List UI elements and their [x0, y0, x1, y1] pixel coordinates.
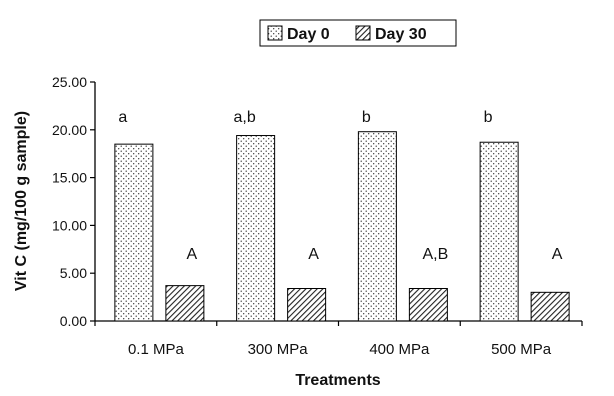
x-tick-label: 300 MPa [248, 341, 309, 358]
x-tick-label: 400 MPa [369, 341, 430, 358]
y-axis-ticks: 0.00 5.00 10.00 15.00 20.00 25.00 [52, 74, 95, 329]
x-axis-title: Treatments [295, 372, 380, 389]
legend-swatch-day-30 [355, 25, 371, 41]
bar-day-30 [287, 287, 327, 322]
bar-annotation-day-30: A,B [422, 246, 448, 263]
legend: Day 0 Day 30 [259, 19, 457, 47]
bar-annotation-day-0: a [118, 109, 127, 126]
y-axis-title: Vit C (mg/100 g sample) [13, 111, 30, 291]
legend-label-day-30: Day 30 [375, 26, 427, 43]
bar-day-30 [165, 285, 205, 322]
legend-label-day-0: Day 0 [287, 26, 330, 43]
bar-day-0 [114, 143, 154, 322]
y-tick-label: 25.00 [52, 74, 87, 90]
bar-annotation-day-30: A [308, 246, 319, 263]
y-tick-label: 0.00 [60, 313, 87, 329]
bar-annotation-day-0: a,b [234, 109, 256, 126]
bar-annotation-day-30: A [552, 246, 563, 263]
bar-annotation-day-0: b [484, 109, 493, 126]
legend-swatch-day-0 [267, 25, 283, 41]
bar-day-30 [530, 291, 570, 322]
bars [114, 131, 570, 322]
y-tick-label: 20.00 [52, 122, 87, 138]
bar-day-0 [357, 131, 397, 322]
y-tick-label: 15.00 [52, 170, 87, 186]
bar-annotations: a Aa,b Ab A,B b A [118, 109, 562, 263]
y-tick-label: 10.00 [52, 217, 87, 233]
y-tick-label: 5.00 [60, 265, 87, 281]
x-axis-ticks: 0.1 MPa 300 MPa 400 MPa 500 MPa [94, 321, 583, 358]
bar-annotation-day-30: A [187, 246, 198, 263]
bar-day-30 [408, 287, 448, 322]
x-tick-label: 500 MPa [491, 341, 552, 358]
x-tick-label: 0.1 MPa [128, 341, 185, 358]
bar-annotation-day-0: b [362, 109, 371, 126]
bar-day-0 [479, 141, 519, 322]
bar-day-0 [236, 135, 276, 322]
